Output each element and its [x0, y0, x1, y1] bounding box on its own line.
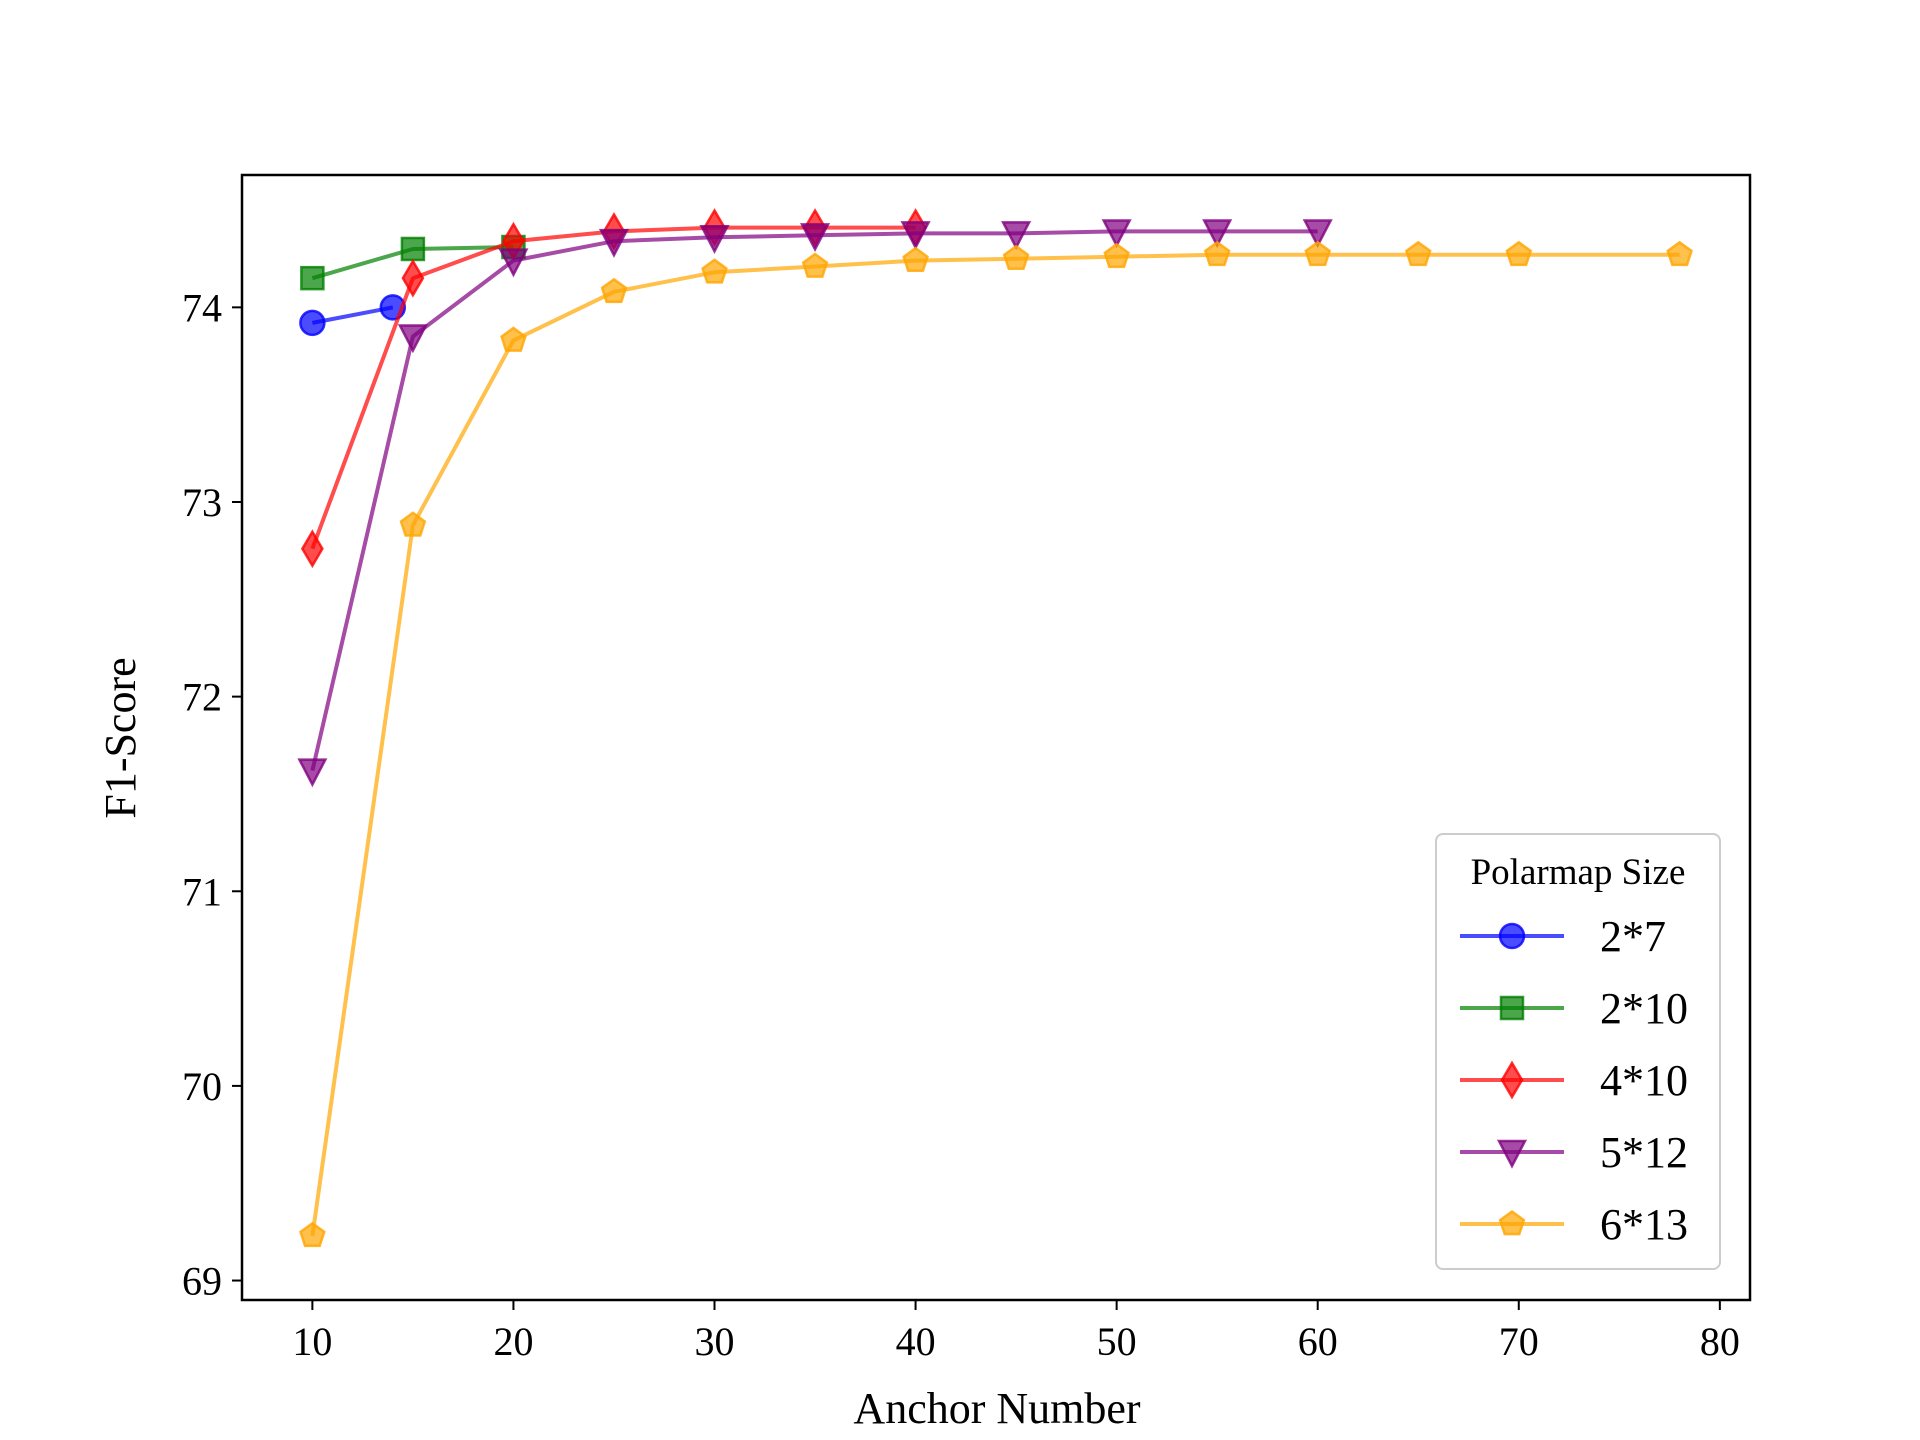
y-tick-label: 71 [182, 869, 222, 914]
x-tick-label: 20 [493, 1319, 533, 1364]
plot-frame [240, 173, 1752, 1302]
axes: 10 20 30 40 50 60 70 80 69 70 71 72 73 74 [182, 173, 1752, 1364]
legend-marker-2*10 [1499, 995, 1525, 1021]
legend-item-4*10: 4*10 [1460, 1056, 1688, 1105]
legend-item-2*10: 2*10 [1460, 984, 1688, 1033]
legend-label-6*13: 6*13 [1600, 1200, 1688, 1249]
data-point-6*13-60 [1304, 240, 1332, 267]
series-6*13 [299, 240, 1693, 1248]
data-point-5*12-55 [1202, 219, 1233, 249]
data-point-5*12-40 [900, 221, 931, 251]
legend-label-4*10: 4*10 [1600, 1056, 1688, 1105]
data-point-5*12-45 [1001, 221, 1032, 251]
x-tick-label: 70 [1499, 1319, 1539, 1364]
legend-item-5*12: 5*12 [1460, 1128, 1688, 1177]
data-point-4*10-10 [300, 529, 324, 569]
data-point-6*13-20 [500, 326, 527, 352]
data-point-6*13-70 [1505, 240, 1533, 267]
y-tick-label: 73 [182, 480, 222, 525]
x-tick-label: 50 [1097, 1319, 1137, 1364]
legend-title: Polarmap Size [1471, 852, 1686, 893]
data-point-6*13-78 [1666, 240, 1693, 267]
data-point-6*13-65 [1404, 240, 1432, 267]
legend-item-6*13: 6*13 [1460, 1200, 1688, 1249]
x-tick-label: 40 [896, 1319, 936, 1364]
data-point-6*13-35 [801, 252, 829, 278]
x-tick-label: 30 [695, 1319, 735, 1364]
data-point-2*10-10 [300, 265, 325, 291]
legend-marker-4*10 [1500, 1060, 1524, 1100]
legend-label-2*10: 2*10 [1600, 984, 1688, 1033]
data-point-6*13-30 [701, 258, 728, 284]
x-tick-label: 60 [1298, 1319, 1338, 1364]
data-point-5*12-30 [699, 225, 730, 254]
y-tick-label: 70 [182, 1064, 222, 1109]
data-point-5*12-35 [799, 223, 831, 253]
data-point-5*12-50 [1101, 219, 1132, 249]
data-point-6*13-45 [1002, 244, 1030, 271]
legend-label-2*7: 2*7 [1600, 912, 1666, 961]
y-tick-label: 74 [182, 285, 222, 330]
data-point-6*13-40 [902, 246, 929, 273]
x-tick-label: 10 [292, 1319, 332, 1364]
data-point-5*12-15 [397, 324, 428, 354]
plot-area [297, 208, 1693, 1248]
data-point-6*13-25 [600, 277, 628, 304]
x-axis-label: Anchor Number [853, 1384, 1140, 1433]
y-tick-label: 72 [182, 675, 222, 720]
data-point-6*13-50 [1103, 242, 1130, 269]
data-point-5*12-60 [1302, 219, 1333, 249]
y-axis-label: F1-Score [96, 657, 145, 818]
legend: Polarmap Size 2*7 2*10 4*10 5*12 6*13 [1435, 833, 1721, 1270]
legend-marker-6*13 [1498, 1209, 1526, 1236]
data-point-6*13-15 [399, 511, 427, 537]
series-5*12 [297, 219, 1333, 788]
data-point-2*10-15 [400, 236, 426, 262]
data-point-2*7-10 [299, 309, 326, 337]
series-line-6*13 [310, 252, 1680, 1237]
y-tick-label: 69 [182, 1259, 222, 1304]
series-line-2*7 [312, 305, 394, 325]
data-point-5*12-10 [297, 758, 328, 788]
data-point-5*12-25 [598, 228, 630, 258]
x-tick-label: 80 [1700, 1319, 1740, 1364]
legend-item-2*7: 2*7 [1460, 912, 1666, 961]
data-point-6*13-55 [1203, 240, 1231, 267]
data-point-4*10-15 [401, 258, 425, 298]
data-point-6*13-10 [299, 1221, 326, 1248]
legend-label-5*12: 5*12 [1600, 1128, 1688, 1177]
legend-marker-2*7 [1498, 922, 1526, 950]
data-point-5*12-20 [498, 248, 529, 278]
legend-marker-5*12 [1496, 1139, 1528, 1169]
